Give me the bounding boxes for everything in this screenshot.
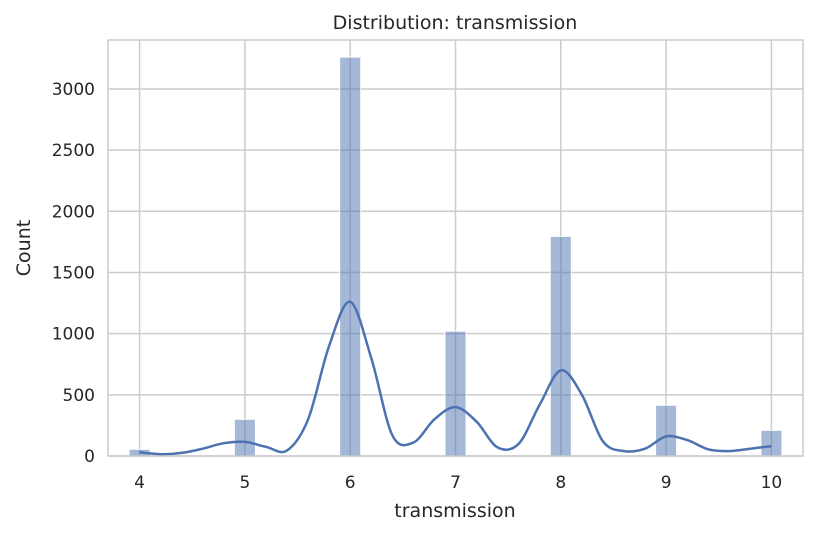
- x-tick-label: 5: [239, 473, 250, 493]
- grid-lines: [108, 40, 803, 457]
- y-tick-label: 3000: [52, 80, 95, 100]
- y-tick-label: 500: [63, 386, 95, 406]
- x-tick-label: 7: [450, 473, 461, 493]
- x-tick-label: 8: [555, 473, 566, 493]
- histogram-bar: [760, 429, 783, 457]
- chart-title: Distribution: transmission: [333, 12, 578, 34]
- y-tick-label: 1000: [52, 325, 95, 345]
- x-axis-label: transmission: [394, 500, 515, 522]
- histogram-bar: [233, 418, 256, 457]
- y-tick-label: 2000: [52, 202, 95, 222]
- x-tick-label: 4: [134, 473, 145, 493]
- y-tick-label: 1500: [52, 263, 95, 283]
- plot-frame: [107, 39, 804, 457]
- y-tick-label: 2500: [52, 141, 95, 161]
- kde-curve: [139, 300, 772, 456]
- y-axis-label: Count: [13, 220, 35, 276]
- x-tick-label: 10: [761, 473, 783, 493]
- y-tick-label: 0: [84, 447, 95, 467]
- y-tick-labels: 0 500 1000 1500 2000 2500 3000: [52, 80, 95, 467]
- x-tick-label: 6: [345, 473, 356, 493]
- histogram-bar: [655, 404, 678, 457]
- x-tick-labels: 4 5 6 7 8 9 10: [134, 473, 782, 493]
- histogram-bar: [444, 330, 467, 457]
- histogram-bar: [339, 56, 362, 457]
- x-tick-label: 9: [661, 473, 672, 493]
- histogram-bars: [128, 56, 783, 457]
- histogram-bar: [549, 235, 572, 457]
